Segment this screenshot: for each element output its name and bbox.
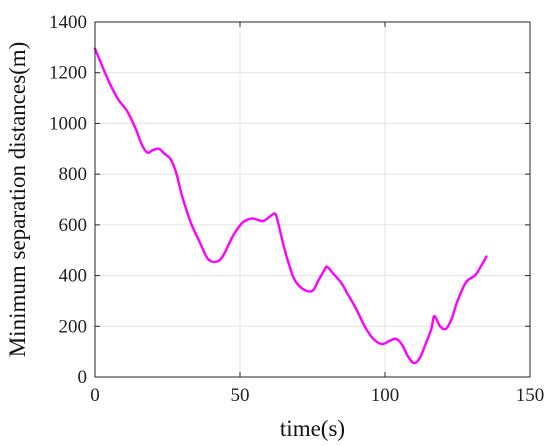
- y-axis-title: Minimum separation distances(m): [5, 42, 30, 358]
- axis-ticks: [94, 21, 531, 378]
- series-layer: [93, 47, 488, 365]
- y-tick-label: 200: [59, 316, 88, 337]
- y-tick-label: 600: [59, 215, 88, 236]
- y-tick-label: 1200: [49, 63, 87, 84]
- x-tick-label: 150: [516, 385, 545, 406]
- x-tick-label: 100: [371, 385, 400, 406]
- y-tick-label: 1400: [49, 12, 87, 33]
- y-tick-label: 400: [59, 266, 88, 287]
- y-tick-label: 1000: [49, 113, 87, 134]
- x-axis-title: time(s): [280, 416, 345, 441]
- x-tick-label: 50: [231, 385, 250, 406]
- x-tick-label: 0: [90, 385, 100, 406]
- plot-frame: [94, 21, 531, 378]
- series-line: [93, 47, 488, 365]
- y-tick-label: 800: [59, 164, 88, 185]
- y-tick-label: 0: [78, 367, 88, 388]
- tick-labels: 0 50 100 150 0 200 400 600 800 1000 1200 1400: [49, 12, 544, 406]
- grid-lines: [94, 21, 531, 378]
